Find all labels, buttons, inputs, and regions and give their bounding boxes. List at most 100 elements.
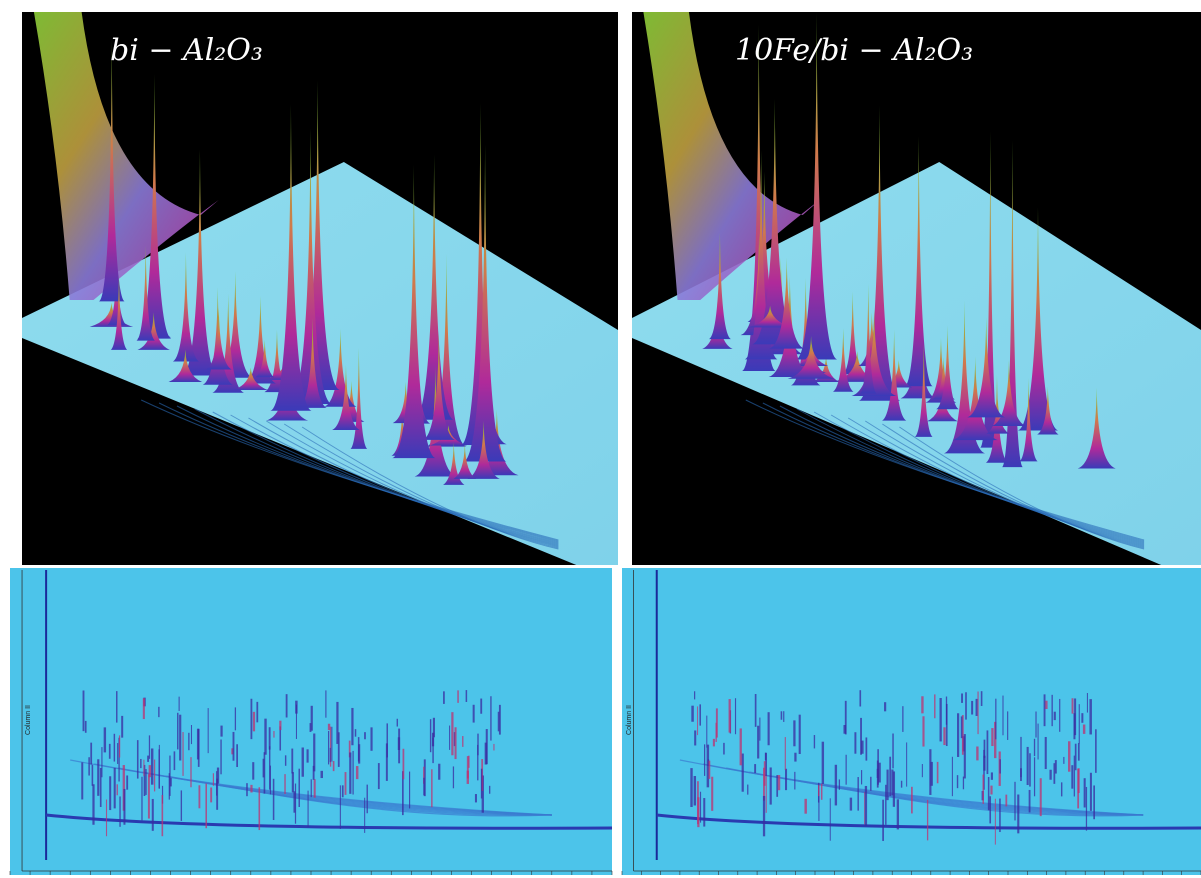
peak [944,300,985,454]
peak [244,295,276,384]
peak [264,329,290,393]
peak [904,136,933,387]
peak [443,442,465,485]
peak [834,351,881,382]
panel-label: bi − Al₂O₃ [110,33,263,68]
solvent-ridge [33,12,219,300]
peak [1037,386,1059,435]
peak [289,128,332,405]
peak [915,343,933,437]
peak [338,380,365,422]
plane-streak [176,405,559,543]
panel-label: 10Fe/bi − Al₂O₃ [735,33,973,68]
plane-streak [813,411,1145,545]
peak [858,312,886,366]
axis-label: Column II [626,705,633,735]
peak [426,253,467,447]
plane-streak [865,420,1145,548]
peak [453,444,477,479]
peak [298,318,327,408]
plane-streak [847,417,1145,547]
plane-streak [266,420,559,548]
plane-streak [248,417,559,547]
peak [787,335,835,379]
peak [967,317,1006,418]
peak [796,12,837,360]
peak [925,337,957,403]
peak [205,308,232,370]
peak [461,102,500,446]
plane-streak [158,402,559,542]
peak [218,271,253,378]
peak [89,302,134,327]
peak [392,381,419,424]
plane-streak [796,408,1145,544]
peak [980,131,1001,448]
plane-streak [194,408,559,544]
contour-arc [238,787,552,817]
peak [467,420,500,479]
peak [414,154,454,420]
peak [769,257,805,349]
peak [392,164,436,459]
plane-streak [140,399,559,541]
peak [99,39,125,302]
peak [137,73,172,339]
peak [881,329,907,421]
contour-panel: Column II [621,568,1201,875]
plane-streak [882,423,1145,549]
peak [137,312,170,350]
peak [992,360,1026,426]
plane-streak [745,399,1145,541]
peak [212,293,244,393]
plane-streak [283,423,559,549]
peak [350,347,368,449]
plane-streak [830,414,1145,546]
peak [233,367,268,390]
peak [747,305,793,328]
peak [172,252,199,362]
plane-streak [779,405,1145,543]
peak [1002,140,1023,468]
surface-panel: bi − Al₂O₃ [22,12,618,565]
contour-panel: Column II [9,568,613,875]
peak [295,80,340,391]
peak [833,328,854,392]
peak [255,339,275,378]
peak [136,245,155,341]
contour-arc [841,787,1144,817]
peak [747,171,782,322]
peak [422,330,455,440]
peak [936,325,959,410]
peak [110,274,128,350]
plane-streak [762,402,1145,542]
plane-streak [212,411,559,545]
peak [1017,207,1059,431]
peak [744,150,778,360]
peak [952,356,998,441]
peak [932,357,955,400]
peak [860,283,877,394]
peak [168,349,203,382]
peak [324,328,357,407]
peak [843,291,863,375]
contour-background [622,568,1201,875]
peak [752,98,798,345]
peak [391,409,413,456]
plane-streak [230,414,559,546]
peak [332,365,360,431]
peak [1019,378,1038,462]
peak [270,103,312,411]
peak [1077,387,1116,469]
peak [851,309,897,396]
peak [709,232,731,340]
peak [812,356,840,383]
peak [182,149,218,376]
plane-streak [301,426,559,550]
peak [859,105,901,401]
peak [463,143,507,462]
axis-label: Column II [25,705,32,735]
surface-panel: 10Fe/bi − Al₂O₃ [632,12,1201,565]
